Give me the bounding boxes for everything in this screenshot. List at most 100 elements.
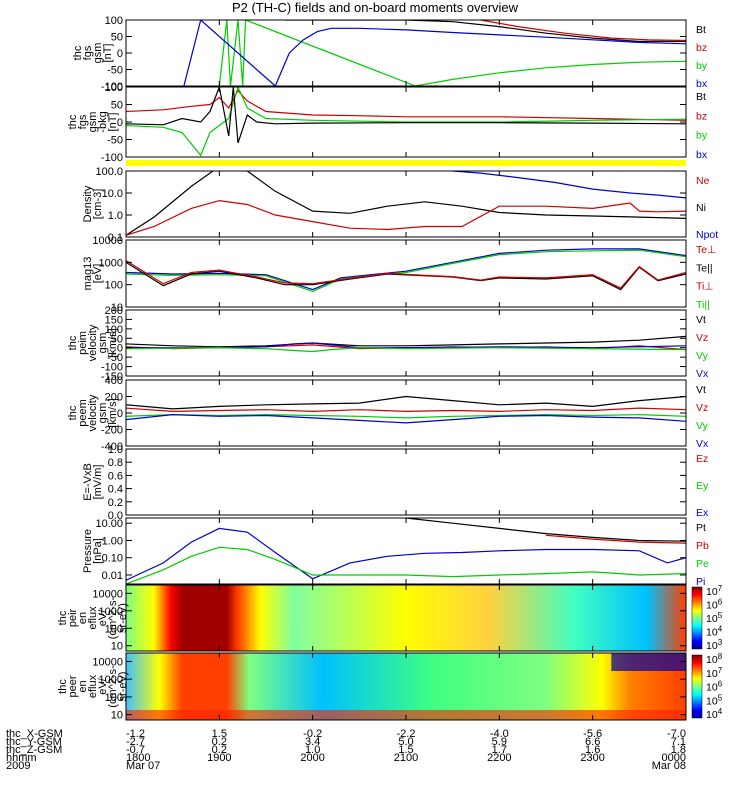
p1-ylabel-line: fgs — [82, 45, 94, 60]
p8-frame — [125, 517, 687, 585]
p2-ytick-label: 50 — [111, 100, 123, 112]
ephemeris-value: 1800 — [126, 752, 150, 764]
s1-ylabel-line: peir — [67, 608, 79, 627]
p2-series-1 — [126, 87, 686, 157]
data-availability-bar — [126, 160, 686, 166]
p5-legend-1: Vz — [696, 332, 708, 344]
p5-ylabel-line: gsm — [97, 333, 109, 354]
s1-image — [126, 585, 686, 651]
s2-colorbar-label-3: 105 — [706, 693, 723, 707]
p1-ytick-label: 100 — [105, 15, 123, 27]
ephemeris-value: 3.4 — [305, 736, 320, 748]
p2-ytick-label: 0 — [117, 117, 123, 129]
p8-legend-1: Pb — [696, 540, 709, 552]
s2-ylabel-line: thc — [57, 679, 69, 694]
p5-ylabel-line: peim — [77, 331, 89, 355]
s2-ylabel-line: peer — [67, 675, 79, 697]
p6-frame — [125, 379, 687, 447]
p5-ytick-label: 200 — [105, 305, 123, 317]
p7-ytick-label: 1.0 — [108, 444, 123, 456]
p8-ytick-label: 10.00 — [95, 518, 123, 530]
p7-ytick-label: 0.0 — [108, 510, 123, 522]
ephemeris-value: 1.8 — [671, 744, 686, 756]
page-title: P2 (TH-C) fields and on-board moments ov… — [231, 0, 519, 15]
p8-ytick-label: 1.00 — [102, 535, 123, 547]
s1-ytick-label: 10000 — [92, 588, 123, 600]
p7-legend-1: Ey — [696, 480, 709, 492]
p1-ytick-label: 0 — [117, 48, 123, 60]
s2-colorbar — [691, 654, 703, 719]
p3-ylabel-line: Density — [82, 185, 94, 222]
p5-ytick-label: -50 — [107, 352, 123, 364]
p1-legend-2: by — [696, 60, 708, 72]
p6-legend-0: Vt — [696, 384, 706, 396]
p8-series-1 — [545, 534, 686, 544]
ephemeris-value: -7.0 — [667, 728, 686, 740]
p5-ytick-label: 150 — [105, 314, 123, 326]
ephemeris-value: 1.0 — [305, 744, 320, 756]
p1-ylabel-line: gsm — [92, 43, 104, 64]
p3-series-2 — [452, 171, 686, 199]
p8-legend-0: Pt — [696, 522, 706, 534]
p1-legend-3: bx — [696, 78, 708, 90]
ephemeris-value: -4.0 — [490, 728, 509, 740]
ephemeris-value: 1.5 — [398, 744, 413, 756]
p3-ylabel: Density[cm-3] — [82, 185, 104, 222]
p1-series-1 — [480, 20, 686, 42]
p2-ytick-label: -100 — [101, 152, 123, 164]
p6-legend-1: Vz — [696, 402, 708, 414]
p6-ytick-label: 200 — [105, 392, 123, 404]
s1-colorbar — [691, 586, 703, 650]
s1-colorbar-label-2: 105 — [706, 611, 723, 625]
ephemeris-value: 5.0 — [398, 736, 413, 748]
p2-legend-2: by — [696, 130, 708, 142]
p1-ytick-label: 50 — [111, 32, 123, 44]
s1-colorbar-label-0: 107 — [706, 584, 723, 598]
p2-ylabel-line: -bkg — [97, 111, 109, 132]
p5-legend-3: Vx — [696, 368, 709, 380]
s2-ytick-label: 10000 — [92, 656, 123, 668]
p4-ytick-label: 10 — [111, 302, 123, 314]
p6-ytick-label: -400 — [101, 441, 123, 453]
p4-legend-3: Ti|| — [696, 299, 710, 311]
p2-series-2 — [126, 87, 686, 144]
s1-ytick-label: 100 — [105, 623, 123, 635]
ephemeris-value: -1.2 — [126, 728, 145, 740]
p7-ytick-label: 0.6 — [108, 470, 123, 482]
ephemeris-value: 0000 — [662, 752, 686, 764]
p8-legend-3: Pi — [696, 576, 705, 588]
s1-ytick-label: 10 — [111, 641, 123, 653]
p2-legend-3: bx — [696, 149, 708, 161]
p2-ylabel-line: gsm — [87, 112, 99, 133]
p3-ytick-label: 1.0 — [108, 210, 123, 222]
p6-series-2 — [126, 413, 686, 419]
s2-ylabel-line: (cm^2-s- — [107, 665, 119, 708]
p7-ytick-label: 0.4 — [108, 484, 123, 496]
p7-ylabel: E=-VxB[mV/m] — [82, 463, 104, 501]
p1-legend-0: Bt — [696, 24, 706, 36]
p5-ylabel-line: thc — [67, 335, 79, 350]
p6-ylabel-line: velocity — [87, 394, 99, 431]
p6-ylabel-line: thc — [67, 405, 79, 420]
p3-ylabel-line: [cm-3] — [92, 189, 104, 220]
p8-legend-2: Pe — [696, 558, 709, 570]
ephemeris-value: -0.7 — [126, 744, 145, 756]
p5-series-3 — [126, 347, 686, 353]
p3-ytick-label: 10.0 — [102, 188, 123, 200]
ephemeris-value: 0.2 — [212, 744, 227, 756]
p3-legend-0: Ne — [696, 175, 710, 187]
p3-series-1 — [126, 199, 686, 236]
ephemeris-value: 6.6 — [585, 736, 600, 748]
p1-series-3 — [183, 20, 686, 86]
p6-series-3 — [126, 413, 686, 424]
p5-series-2 — [126, 342, 686, 349]
p8-ylabel-line: Pressure — [82, 529, 94, 573]
p5-ytick-label: 50 — [111, 333, 123, 345]
p2-ytick-label: 100 — [105, 82, 123, 94]
s2-ylabel-line: sr-eV) — [117, 672, 129, 702]
